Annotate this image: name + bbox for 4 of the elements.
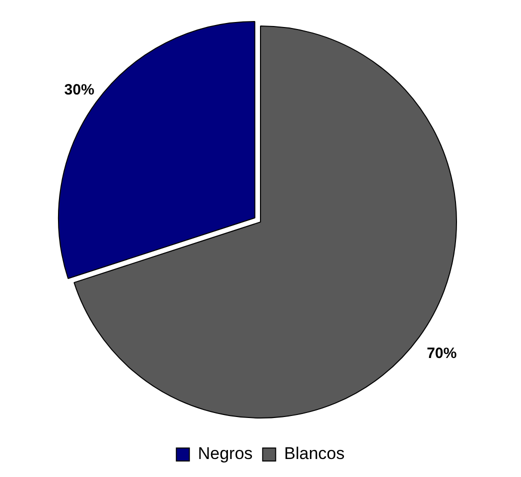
- legend-label: Blancos: [284, 444, 345, 464]
- data-label: 70%: [426, 344, 457, 362]
- legend-label: Negros: [198, 444, 253, 464]
- data-label: 30%: [64, 81, 94, 98]
